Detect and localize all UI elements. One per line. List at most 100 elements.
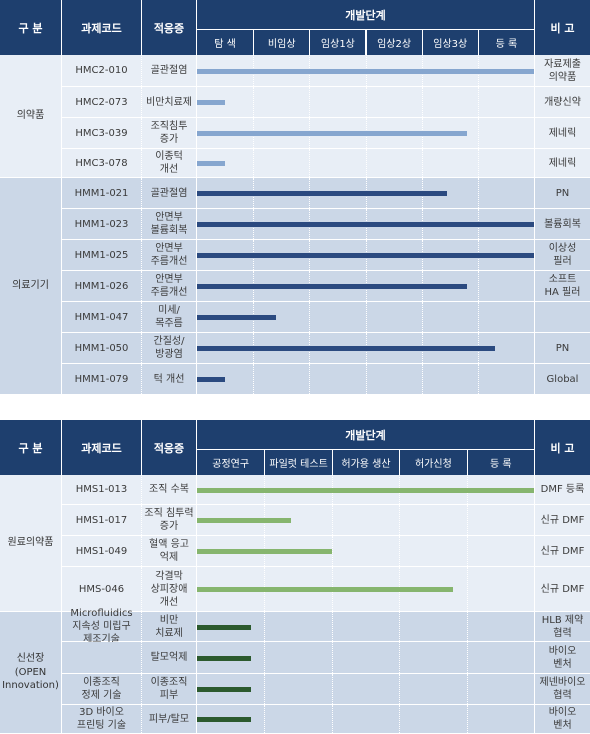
indication: 이종조직 피부 [142, 674, 197, 704]
table-row: HMM1-025 안면부 주름개선 이상성 필러 [62, 240, 590, 271]
project-code: HMM1-047 [62, 302, 142, 332]
note: 바이오 벤처 [534, 705, 590, 733]
stage-gridline [477, 118, 479, 148]
progress-bar [197, 487, 534, 493]
progress-bar [197, 100, 226, 105]
indication: 골관절염 [142, 178, 197, 208]
stage-gridline [253, 149, 255, 177]
project-code: HMC2-073 [62, 87, 142, 117]
stage-gridline [421, 87, 423, 117]
note: PN [534, 178, 590, 208]
header-stage: 허가신청 [399, 450, 467, 475]
progress-bar [197, 549, 332, 554]
note: 신규 DMF [534, 536, 590, 566]
note: 개량신약 [534, 87, 590, 117]
note: 신규 DMF [534, 505, 590, 535]
progress-bar [197, 624, 251, 630]
project-code: HMC2-010 [62, 55, 142, 86]
indication: 비만 치료제 [142, 612, 197, 641]
stage-gridline [309, 364, 311, 394]
note: 제네릭 [534, 118, 590, 148]
project-code: HMS-046 [62, 567, 142, 611]
stage-gridline [331, 612, 333, 641]
stage-track [197, 642, 534, 673]
project-code: HMS1-013 [62, 475, 142, 504]
stage-gridline [309, 87, 311, 117]
stage-track [197, 240, 534, 270]
table-row: HMC3-078 이종턱 개선 제네릭 [62, 149, 590, 178]
note [534, 302, 590, 332]
stage-gridline [399, 642, 401, 673]
project-code: HMS1-049 [62, 536, 142, 566]
stage-gridline [477, 87, 479, 117]
stage-gridline [331, 536, 333, 566]
header-note: 비 고 [534, 420, 590, 475]
header-stage: 허가용 생산 [331, 450, 400, 475]
project-code: Microfluidics 지속성 미립구 제조기술 [62, 608, 142, 645]
header-stage-title: 개발단계 [197, 0, 534, 30]
progress-bar [197, 315, 276, 320]
stage-track [197, 87, 534, 117]
stage-gridline [365, 87, 367, 117]
table-row: HMM1-079 턱 개선 Global [62, 364, 590, 395]
group-label: 의약품 [0, 55, 62, 178]
header-stage: 임상2상 [365, 30, 422, 55]
header-stage: 임상1상 [309, 30, 366, 55]
note: 바이오 벤처 [534, 642, 590, 673]
note: 신규 DMF [534, 567, 590, 611]
note: 제넨바이오 협력 [534, 674, 590, 704]
progress-bar [197, 284, 467, 289]
stage-gridline [309, 149, 311, 177]
stage-track [197, 674, 534, 704]
header-stage: 파일럿 테스트 [264, 450, 332, 475]
stage-track [197, 178, 534, 208]
indication: 이종턱 개선 [142, 149, 197, 177]
stage-track [197, 55, 534, 86]
progress-bar [197, 687, 251, 692]
group-label: 의료기기 [0, 178, 62, 395]
header-indication: 적응증 [142, 420, 197, 475]
table-row: HMM1-026 안면부 주름개선 소프트 HA 필러 [62, 271, 590, 302]
stage-gridline [466, 705, 468, 733]
table-row: HMC2-073 비만치료제 개량신약 [62, 87, 590, 118]
indication: 안면부 볼륨회복 [142, 209, 197, 239]
stage-gridline [264, 642, 266, 673]
header-stage: 공정연구 [197, 450, 265, 475]
indication: 각결막 상피장애 개선 [142, 567, 197, 611]
stage-gridline [365, 302, 367, 332]
stage-gridline [331, 642, 333, 673]
header-code: 과제코드 [62, 420, 142, 475]
progress-bar [197, 377, 226, 382]
header-stage: 탐 색 [197, 30, 254, 55]
indication: 미세/ 목주름 [142, 302, 197, 332]
stage-gridline [264, 674, 266, 704]
header-stage: 등 록 [477, 30, 534, 55]
stage-gridline [466, 505, 468, 535]
stage-track [197, 505, 534, 535]
header-stage-title: 개발단계 [197, 420, 534, 450]
indication: 혈액 응고 억제 [142, 536, 197, 566]
stage-gridline [399, 536, 401, 566]
progress-bar [197, 131, 467, 136]
indication: 안면부 주름개선 [142, 271, 197, 301]
indication: 안면부 주름개선 [142, 240, 197, 270]
stage-track [197, 475, 534, 504]
stage-gridline [365, 149, 367, 177]
header-category: 구 분 [0, 0, 62, 55]
indication: 조직침투 증가 [142, 118, 197, 148]
stage-gridline [466, 674, 468, 704]
stage-gridline [477, 178, 479, 208]
progress-bar [197, 161, 226, 166]
stage-gridline [477, 302, 479, 332]
progress-bar [197, 346, 495, 351]
header-stage: 등 록 [466, 450, 534, 475]
note: 볼륨회복 [534, 209, 590, 239]
project-code: HMC3-039 [62, 118, 142, 148]
header-category: 구 분 [0, 420, 62, 475]
note: 소프트 HA 필러 [534, 271, 590, 301]
stage-track [197, 536, 534, 566]
stage-gridline [466, 536, 468, 566]
stage-track [197, 333, 534, 363]
stage-gridline [264, 612, 266, 641]
stage-track [197, 149, 534, 177]
